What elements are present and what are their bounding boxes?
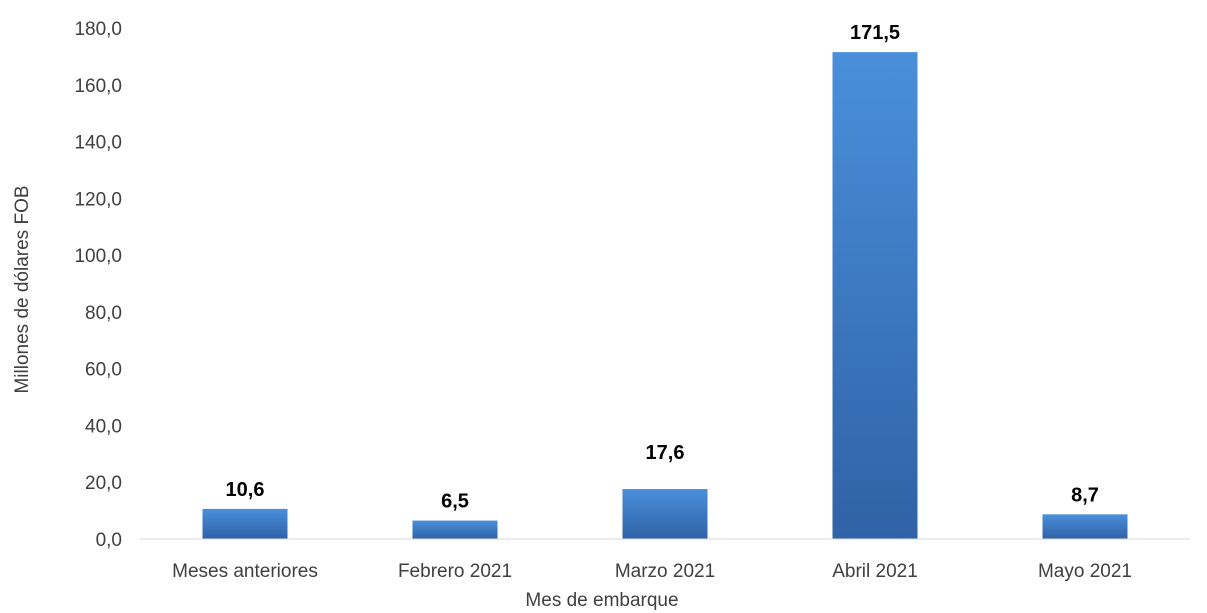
y-tick-label: 40,0	[85, 416, 122, 437]
bar-value-label: 17,6	[646, 442, 685, 464]
y-tick-label: 20,0	[85, 473, 122, 494]
bar	[1042, 514, 1128, 539]
x-axis-ticks: Meses anteriores Febrero 2021 Marzo 2021 Ab…	[172, 561, 1132, 582]
x-tick-label: Marzo 2021	[615, 561, 715, 582]
x-tick-label: Mayo 2021	[1038, 561, 1132, 582]
y-axis-ticks: 0,0 20,0 40,0 60,0 80,0 100,0 120,0 140,0 160,0 1…	[74, 19, 122, 551]
y-tick-label: 60,0	[85, 360, 122, 381]
bars	[202, 52, 1128, 539]
y-tick-label: 140,0	[74, 133, 122, 154]
y-tick-label: 80,0	[85, 303, 122, 324]
x-tick-label: Meses anteriores	[172, 561, 318, 582]
y-tick-label: 180,0	[74, 19, 122, 40]
bar-value-label: 6,5	[441, 491, 469, 513]
y-tick-label: 160,0	[74, 76, 122, 97]
x-tick-label: Febrero 2021	[398, 561, 512, 582]
bar	[412, 520, 498, 539]
y-tick-label: 120,0	[74, 189, 122, 210]
y-tick-label: 0,0	[96, 530, 122, 551]
bar-value-label: 171,5	[850, 22, 900, 44]
bar-value-label: 8,7	[1071, 484, 1099, 506]
y-axis-title: Millones de dólares FOB	[12, 185, 33, 393]
x-tick-label: Abril 2021	[832, 561, 918, 582]
bar-value-label: 10,6	[226, 479, 265, 501]
bar	[622, 489, 708, 539]
data-labels: 10,6 6,5 17,6 171,5 8,7	[226, 22, 1099, 512]
y-tick-label: 100,0	[74, 246, 122, 267]
bar	[202, 508, 288, 539]
x-axis-title: Mes de embarque	[525, 590, 678, 611]
bar	[832, 52, 918, 539]
